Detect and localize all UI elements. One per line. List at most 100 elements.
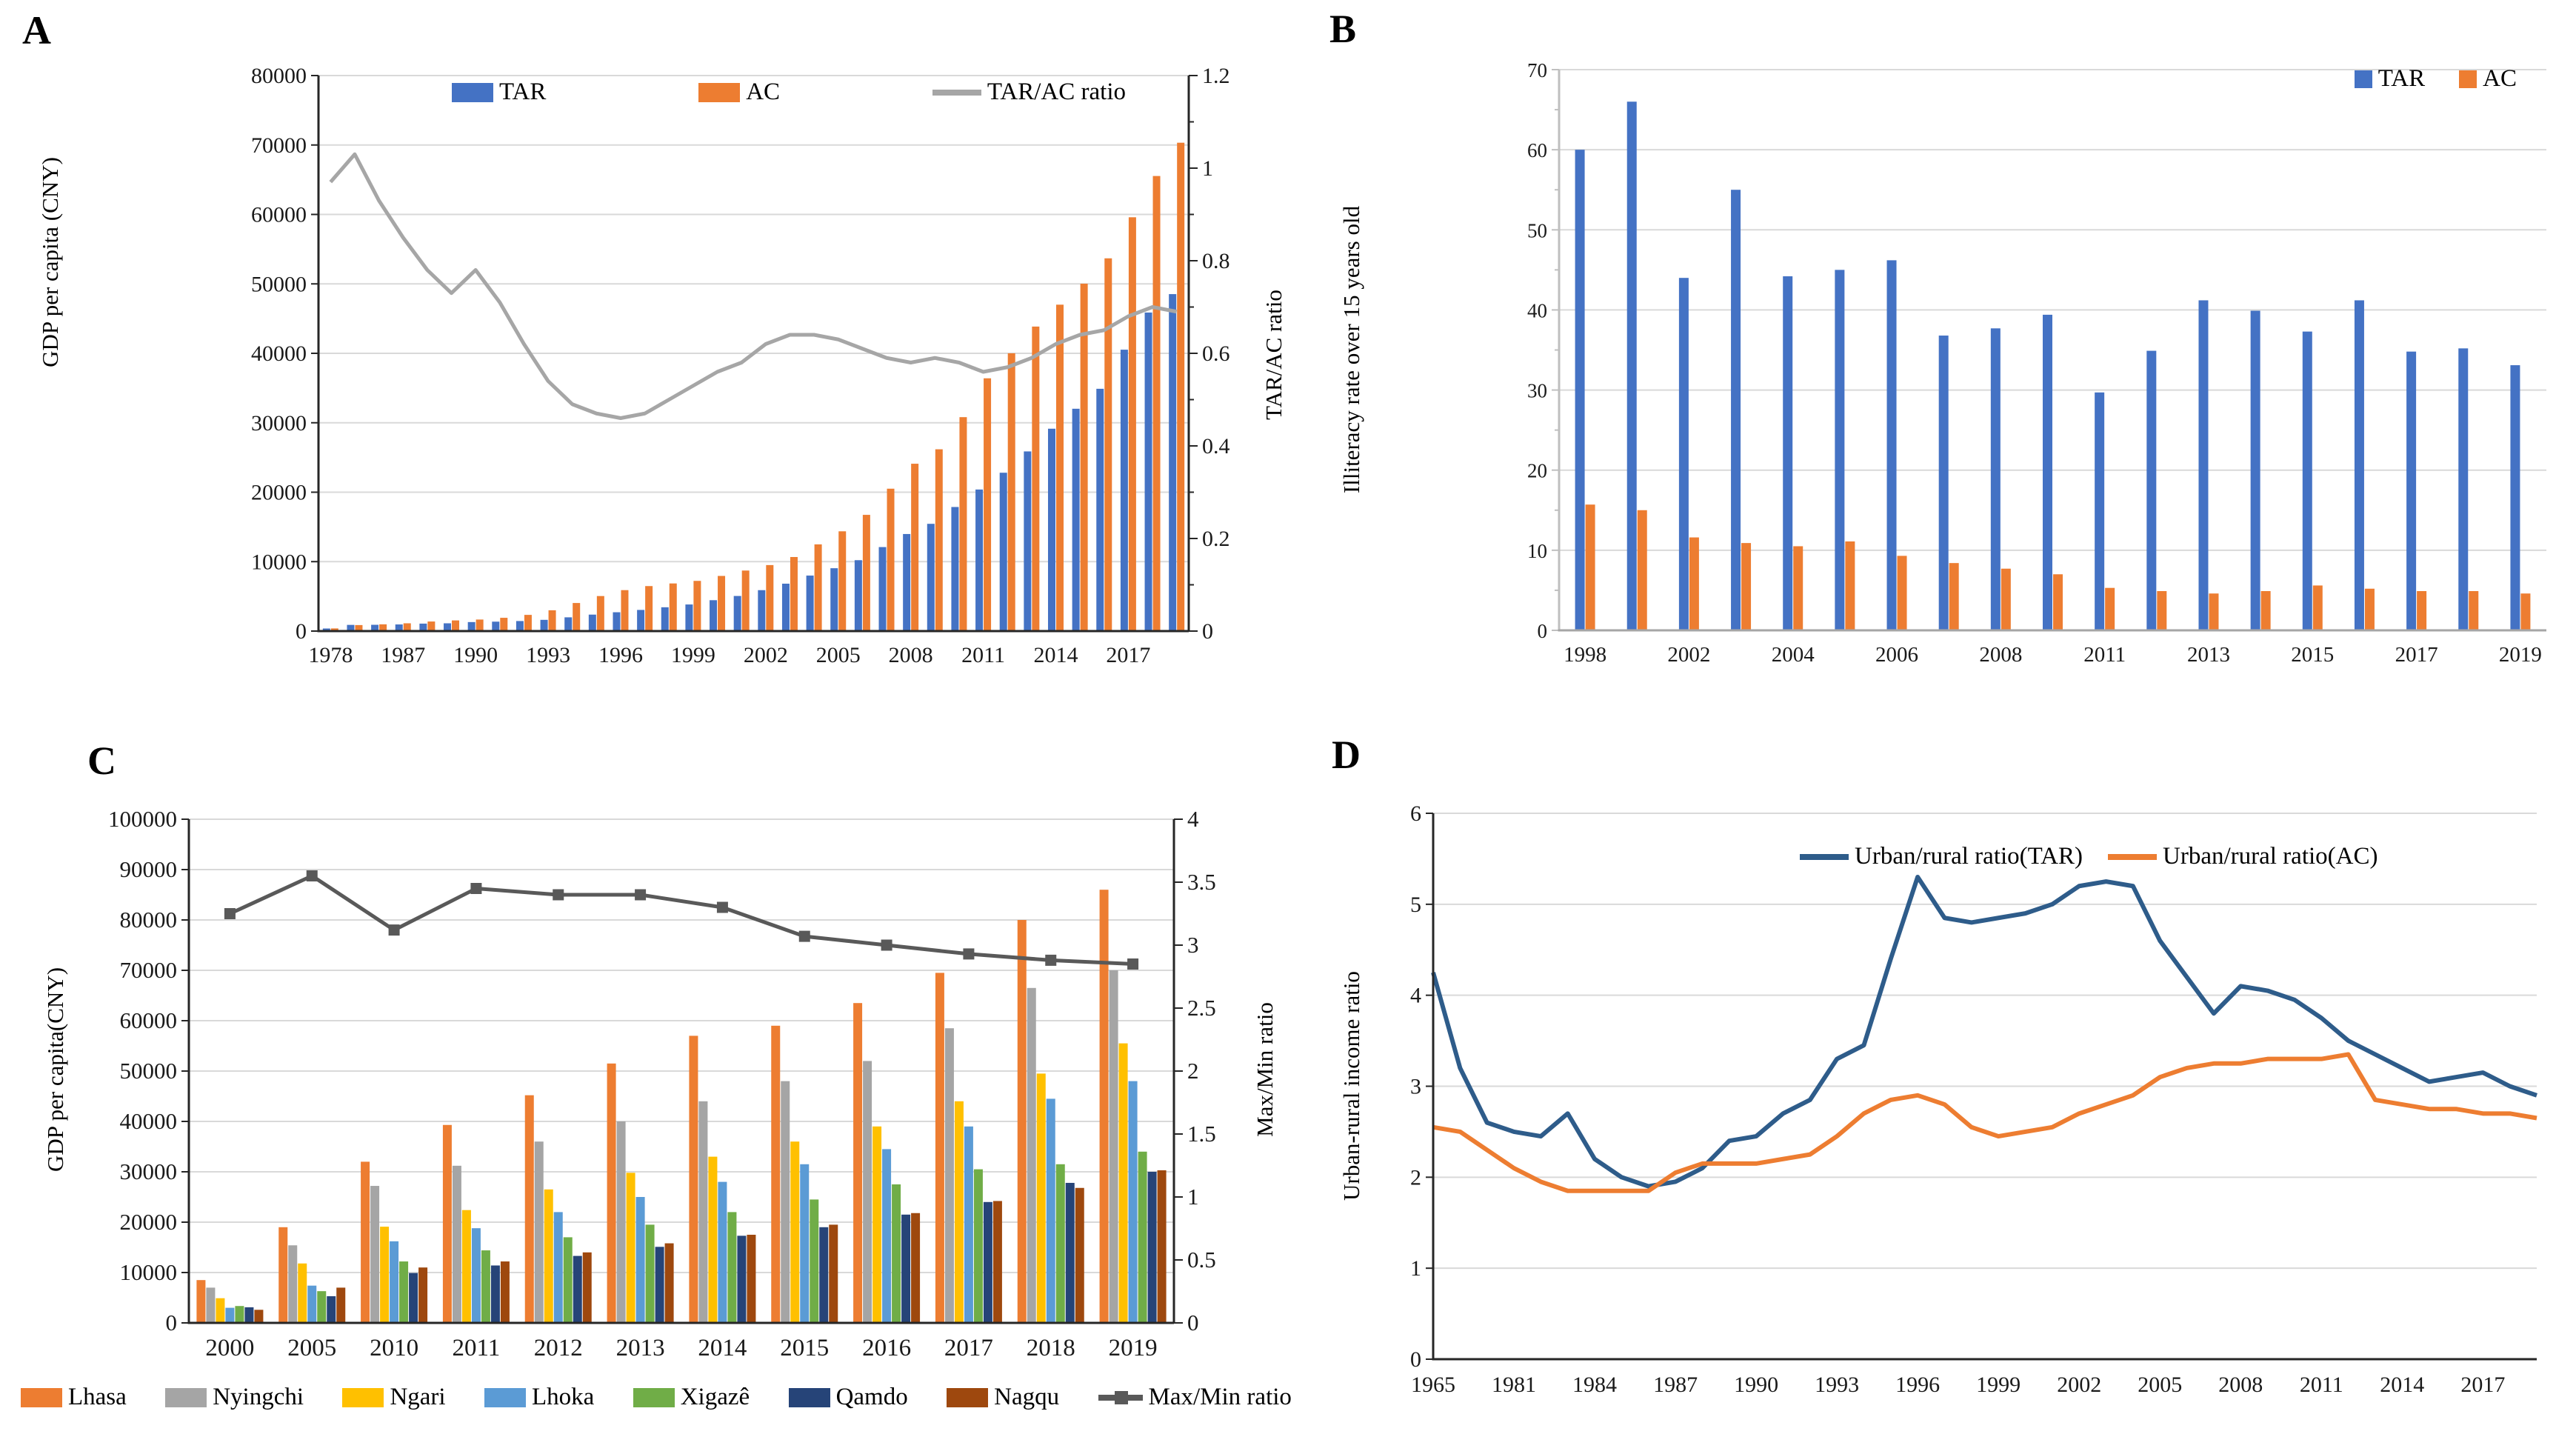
axis-lines bbox=[1558, 70, 2546, 632]
bars-Xigazê bbox=[235, 1151, 1147, 1323]
svg-text:2014: 2014 bbox=[698, 1335, 747, 1361]
line-Max/Min ratio bbox=[224, 870, 1139, 970]
svg-text:2011: 2011 bbox=[961, 643, 1005, 667]
svg-text:2002: 2002 bbox=[744, 643, 788, 667]
legend-item-ngari: Ngari bbox=[342, 1384, 446, 1411]
svg-text:0: 0 bbox=[296, 619, 307, 644]
svg-text:2015: 2015 bbox=[780, 1335, 829, 1361]
svg-text:1993: 1993 bbox=[526, 643, 570, 667]
svg-text:60000: 60000 bbox=[120, 1007, 178, 1033]
legend-swatch-icon bbox=[947, 1387, 989, 1407]
svg-text:50000: 50000 bbox=[120, 1058, 178, 1084]
svg-text:0: 0 bbox=[166, 1310, 178, 1335]
legend-label: Ngari bbox=[390, 1384, 446, 1410]
panel-a: 0 10000 20000 30000 40000 50000 60000 70000 8000… bbox=[7, 4, 1311, 702]
svg-text:1993: 1993 bbox=[1815, 1373, 1859, 1397]
svg-text:2005: 2005 bbox=[287, 1335, 336, 1361]
bars-AC bbox=[330, 142, 1185, 632]
legend-swatch-icon bbox=[788, 1387, 830, 1407]
svg-text:2008: 2008 bbox=[1979, 643, 2022, 667]
legend-item-ac: AC bbox=[2459, 65, 2517, 93]
svg-text:2011: 2011 bbox=[2083, 643, 2126, 667]
panel-d-legend: Urban/rural ratio(TAR) Urban/rural ratio(… bbox=[1800, 843, 2378, 870]
svg-text:3: 3 bbox=[1187, 932, 1199, 958]
svg-text:40000: 40000 bbox=[120, 1108, 178, 1134]
legend-swatch-icon bbox=[1098, 1390, 1143, 1404]
legend-swatch-icon bbox=[342, 1387, 384, 1407]
svg-text:30000: 30000 bbox=[120, 1158, 178, 1184]
svg-text:2011: 2011 bbox=[2300, 1373, 2343, 1397]
legend-label: Urban/rural ratio(TAR) bbox=[1855, 843, 2083, 870]
svg-text:0: 0 bbox=[1538, 620, 1548, 642]
legend-swatch-icon bbox=[698, 82, 741, 102]
legend-label: TAR bbox=[499, 79, 547, 105]
panel-a-letter: A bbox=[22, 8, 51, 53]
svg-text:0: 0 bbox=[1187, 1310, 1199, 1335]
legend-label: Xigazê bbox=[680, 1384, 750, 1410]
legend-item-lhasa: Lhasa bbox=[21, 1384, 127, 1411]
svg-text:2019: 2019 bbox=[2499, 643, 2542, 667]
svg-text:2006: 2006 bbox=[1875, 643, 1918, 667]
legend-label: Lhasa bbox=[68, 1384, 127, 1410]
svg-text:70000: 70000 bbox=[251, 133, 307, 158]
svg-text:1999: 1999 bbox=[671, 643, 715, 667]
legend-item-nyingchi: Nyingchi bbox=[165, 1384, 304, 1411]
svg-text:0.2: 0.2 bbox=[1202, 527, 1230, 551]
gridlines bbox=[1433, 813, 2537, 1270]
legend-swatch-icon bbox=[452, 82, 493, 102]
legend-swatch-icon bbox=[1800, 853, 1849, 860]
x-axis-tick-labels: 1965 1981 1984 1987 1990 1993 1996 1999 2002 2005… bbox=[1411, 1373, 2505, 1397]
gridlines bbox=[189, 818, 1174, 1273]
line-Urban/rural ratio(TAR) bbox=[1431, 874, 2537, 1189]
svg-text:1998: 1998 bbox=[1564, 643, 1606, 667]
x-axis-tick-labels: 1978 1987 1990 1993 1996 1999 2002 2005 2008 2011… bbox=[308, 643, 1150, 667]
bars-Lhoka bbox=[225, 1081, 1138, 1323]
svg-text:2012: 2012 bbox=[534, 1335, 583, 1361]
svg-text:2017: 2017 bbox=[944, 1335, 993, 1361]
svg-text:1990: 1990 bbox=[453, 643, 498, 667]
svg-text:40000: 40000 bbox=[251, 341, 307, 366]
panel-c-legend: Lhasa Nyingchi Ngari Lhoka Xigazê Qamdo Nagqu M… bbox=[21, 1384, 1292, 1411]
svg-text:2013: 2013 bbox=[616, 1335, 665, 1361]
svg-text:0.5: 0.5 bbox=[1187, 1247, 1216, 1273]
svg-text:2: 2 bbox=[1410, 1165, 1421, 1190]
panel-a-chart: 0 10000 20000 30000 40000 50000 60000 70000 8000… bbox=[251, 64, 1230, 667]
svg-text:2017: 2017 bbox=[2395, 643, 2438, 667]
svg-text:1.2: 1.2 bbox=[1202, 64, 1230, 88]
bars-Lhasa bbox=[196, 890, 1109, 1323]
svg-text:3.5: 3.5 bbox=[1187, 869, 1216, 895]
legend-label: Nyingchi bbox=[213, 1384, 304, 1410]
svg-text:2013: 2013 bbox=[2187, 643, 2230, 667]
legend-label: AC bbox=[2483, 65, 2517, 92]
legend-swatch-icon bbox=[21, 1387, 62, 1407]
bars-Ngari bbox=[216, 1043, 1128, 1323]
svg-text:2005: 2005 bbox=[2138, 1373, 2182, 1397]
axis-lines bbox=[317, 76, 1190, 633]
svg-text:1999: 1999 bbox=[1976, 1373, 2021, 1397]
svg-text:50000: 50000 bbox=[251, 272, 307, 296]
panel-d-y-axis-title: Urban-rural income ratio bbox=[1338, 971, 1364, 1201]
svg-text:2018: 2018 bbox=[1027, 1335, 1075, 1361]
legend-swatch-icon bbox=[2459, 70, 2477, 88]
panel-b-legend: TAR AC bbox=[2354, 65, 2517, 93]
svg-text:20000: 20000 bbox=[120, 1209, 178, 1235]
panel-c-y-axis-title: GDP per capita(CNY) bbox=[42, 967, 68, 1173]
svg-text:1.5: 1.5 bbox=[1187, 1121, 1216, 1147]
svg-text:10000: 10000 bbox=[120, 1259, 178, 1285]
svg-text:0.4: 0.4 bbox=[1202, 434, 1230, 458]
svg-text:1: 1 bbox=[1410, 1256, 1421, 1281]
svg-text:2014: 2014 bbox=[1033, 643, 1078, 667]
y-axis-tick-labels: 0 10000 20000 30000 40000 50000 60000 70000 8000… bbox=[251, 64, 318, 644]
svg-text:60: 60 bbox=[1527, 139, 1547, 161]
svg-text:1996: 1996 bbox=[1895, 1373, 1940, 1397]
svg-text:1984: 1984 bbox=[1572, 1373, 1617, 1397]
svg-text:0.6: 0.6 bbox=[1202, 341, 1230, 366]
svg-text:3: 3 bbox=[1410, 1075, 1421, 1099]
panel-c-right-axis-title: Max/Min ratio bbox=[1252, 1002, 1278, 1137]
svg-text:30000: 30000 bbox=[251, 411, 307, 436]
legend-item-lhoka: Lhoka bbox=[484, 1384, 594, 1411]
legend-item-urban-rural-ratio-ac-: Urban/rural ratio(AC) bbox=[2108, 843, 2378, 870]
svg-text:2017: 2017 bbox=[2460, 1373, 2505, 1397]
svg-text:1981: 1981 bbox=[1492, 1373, 1536, 1397]
svg-text:1: 1 bbox=[1202, 156, 1213, 181]
